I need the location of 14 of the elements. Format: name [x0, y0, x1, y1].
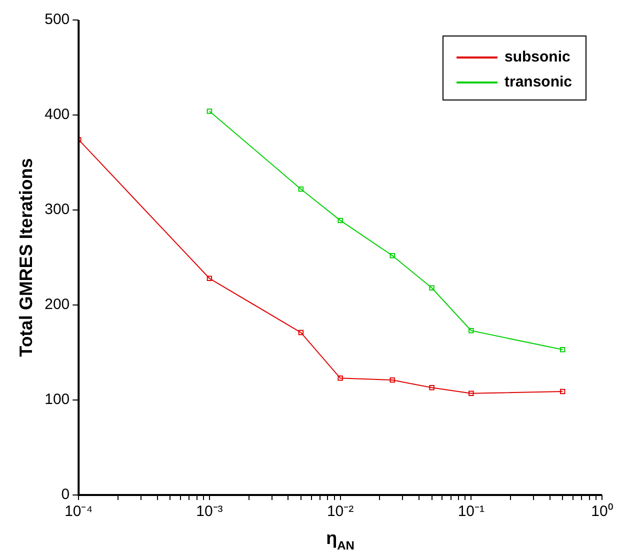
y-tick-label: 0: [61, 486, 70, 504]
y-tick-label: 300: [44, 201, 70, 218]
legend-label: subsonic: [504, 48, 570, 66]
legend-label: transonic: [504, 74, 572, 91]
y-tick-label: 400: [44, 106, 70, 124]
y-tick-label: 100: [44, 391, 70, 408]
x-tick-label: 10⁻¹: [458, 503, 484, 520]
x-tick-label: 10⁻³: [196, 503, 223, 520]
y-axis-title: Total GMRES Iterations: [16, 158, 36, 357]
x-tick-label: 10⁻⁴: [64, 503, 93, 520]
x-tick-label: 10⁻²: [326, 503, 354, 520]
y-tick-label: 500: [44, 11, 70, 28]
y-tick-label: 200: [44, 296, 70, 314]
x-tick-label: 10⁰: [591, 503, 613, 520]
